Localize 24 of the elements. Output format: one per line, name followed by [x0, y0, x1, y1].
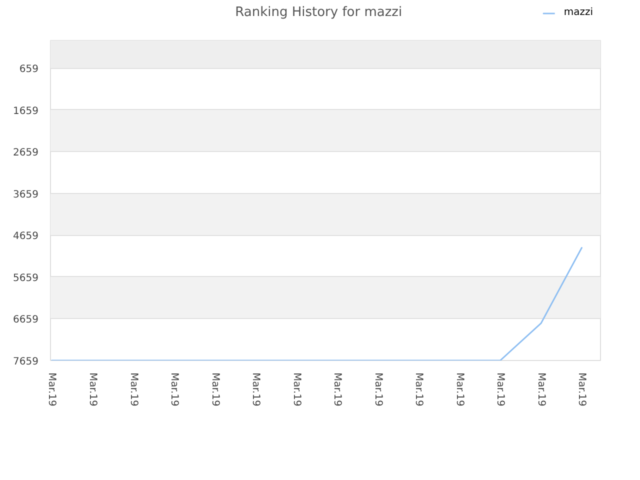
y-tick-label: 6659: [13, 314, 39, 326]
chart-title: Ranking History for mazzi: [235, 5, 402, 20]
y-tick-label: 5659: [13, 272, 39, 284]
legend-label: mazzi: [564, 7, 593, 18]
x-tick-label: Mar.19: [576, 372, 588, 406]
y-tick-label: 4659: [13, 231, 39, 242]
x-tick-label: Mar.19: [332, 372, 343, 406]
x-tick-label: Mar.19: [168, 372, 180, 406]
x-tick-label: Mar.19: [454, 372, 465, 406]
x-tick-label: Mar.19: [128, 372, 139, 406]
x-tick-label: Mar.19: [86, 372, 98, 406]
y-tick-label: 659: [19, 64, 39, 76]
x-tick-label: Mar.19: [413, 372, 424, 406]
y-tick-label: 2659: [13, 148, 39, 159]
x-tick-label: Mar.19: [535, 372, 546, 406]
x-tick-label: Mar.19: [372, 372, 384, 406]
y-tick-label: 7659: [13, 356, 39, 368]
x-tick-label: Mar.19: [494, 372, 506, 406]
x-tick-label: Mar.19: [209, 372, 220, 406]
y-tick-label: 3659: [13, 189, 39, 200]
y-tick-label: 1659: [13, 106, 39, 117]
x-tick-label: Mar.19: [250, 372, 262, 406]
x-tick-label: Mar.19: [46, 372, 58, 406]
x-tick-label: Mar.19: [290, 372, 302, 406]
